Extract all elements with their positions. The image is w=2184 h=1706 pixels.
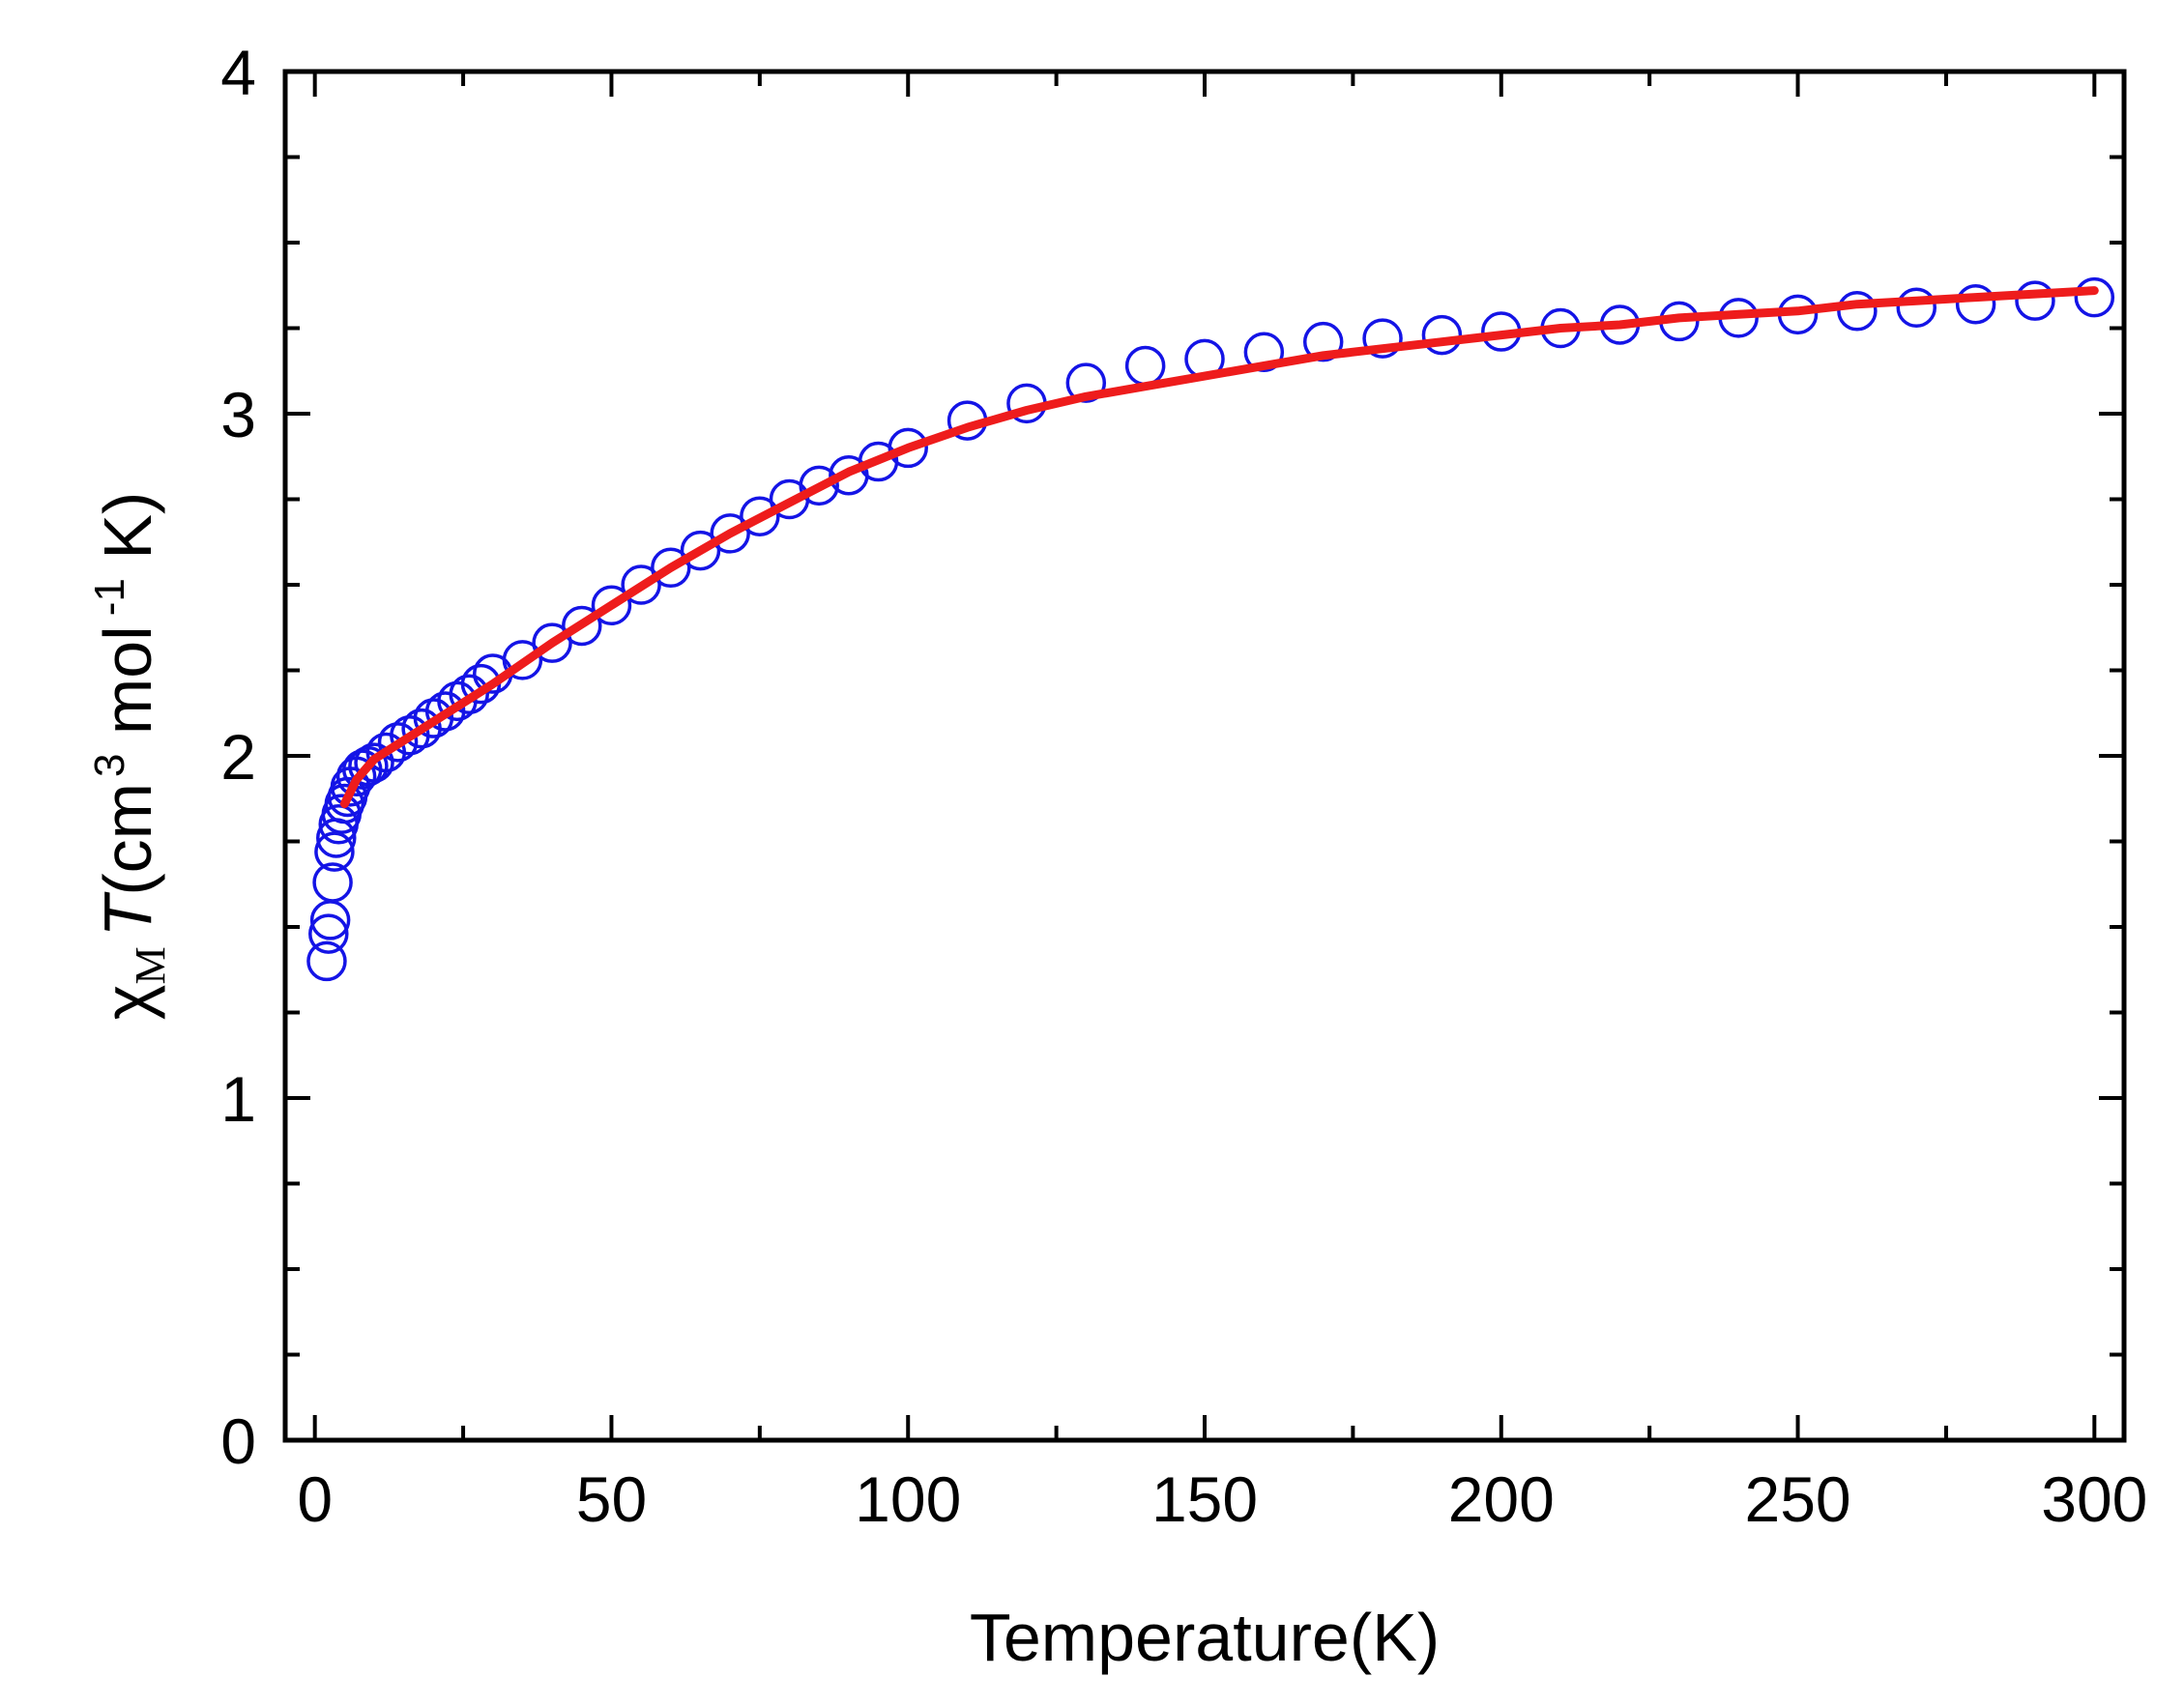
data-point	[2074, 276, 2115, 318]
data-point	[651, 547, 691, 589]
data-point	[2015, 280, 2055, 321]
y-tick-label: 2	[220, 721, 256, 793]
data-point	[710, 513, 750, 554]
data-point	[532, 622, 572, 663]
data-point	[1837, 291, 1878, 332]
data-point	[1065, 362, 1107, 403]
x-tick-label: 200	[1448, 1463, 1555, 1535]
y-label-t: T	[90, 891, 165, 937]
y-label-chi: χ	[90, 985, 165, 1021]
y-tick-label: 1	[220, 1063, 256, 1135]
data-point	[1243, 332, 1285, 373]
y-label-sub: M	[127, 946, 174, 984]
data-point	[308, 913, 349, 954]
data-point	[312, 862, 353, 903]
data-point	[354, 742, 394, 783]
data-point	[562, 605, 602, 647]
y-label-close: K)	[90, 492, 165, 578]
y-label-open: (cm	[90, 783, 165, 896]
data-point	[621, 564, 661, 605]
data-point	[888, 427, 928, 469]
x-tick-label: 0	[297, 1463, 333, 1535]
data-point	[740, 496, 780, 536]
plot-area	[306, 276, 2115, 982]
axis-tick-labels: 0 50 100 150 200 250 300 0 1 2 3 4	[220, 37, 2147, 1535]
data-point	[449, 674, 489, 715]
data-point	[306, 940, 347, 982]
y-label-mol: mol	[90, 625, 165, 753]
x-tick-label: 50	[576, 1463, 647, 1535]
y-tick-label: 4	[220, 37, 256, 108]
y-label-sup-minus1: -1	[86, 578, 133, 616]
x-tick-label: 100	[855, 1463, 961, 1535]
data-point	[591, 585, 632, 625]
data-point	[377, 722, 419, 763]
y-axis-label: χMT(cm 3 mol -1 K)	[86, 492, 174, 1021]
data-point	[799, 465, 839, 506]
y-label-sup3: 3	[86, 754, 133, 777]
data-point	[680, 530, 721, 571]
x-axis-label: Temperature(K)	[970, 1600, 1440, 1675]
axis-ticks	[285, 70, 2124, 1442]
y-tick-label: 0	[220, 1405, 256, 1477]
data-point	[1362, 318, 1403, 359]
data-point	[314, 831, 355, 872]
x-tick-label: 300	[2041, 1463, 2147, 1535]
data-point	[1896, 287, 1937, 329]
x-tick-label: 250	[1744, 1463, 1850, 1535]
y-tick-label: 3	[220, 379, 256, 450]
data-point	[1302, 321, 1344, 362]
data-point	[502, 640, 543, 680]
data-point	[1955, 283, 1996, 325]
data-point	[1421, 314, 1463, 356]
x-tick-label: 150	[1151, 1463, 1258, 1535]
fit-line	[339, 286, 2099, 809]
